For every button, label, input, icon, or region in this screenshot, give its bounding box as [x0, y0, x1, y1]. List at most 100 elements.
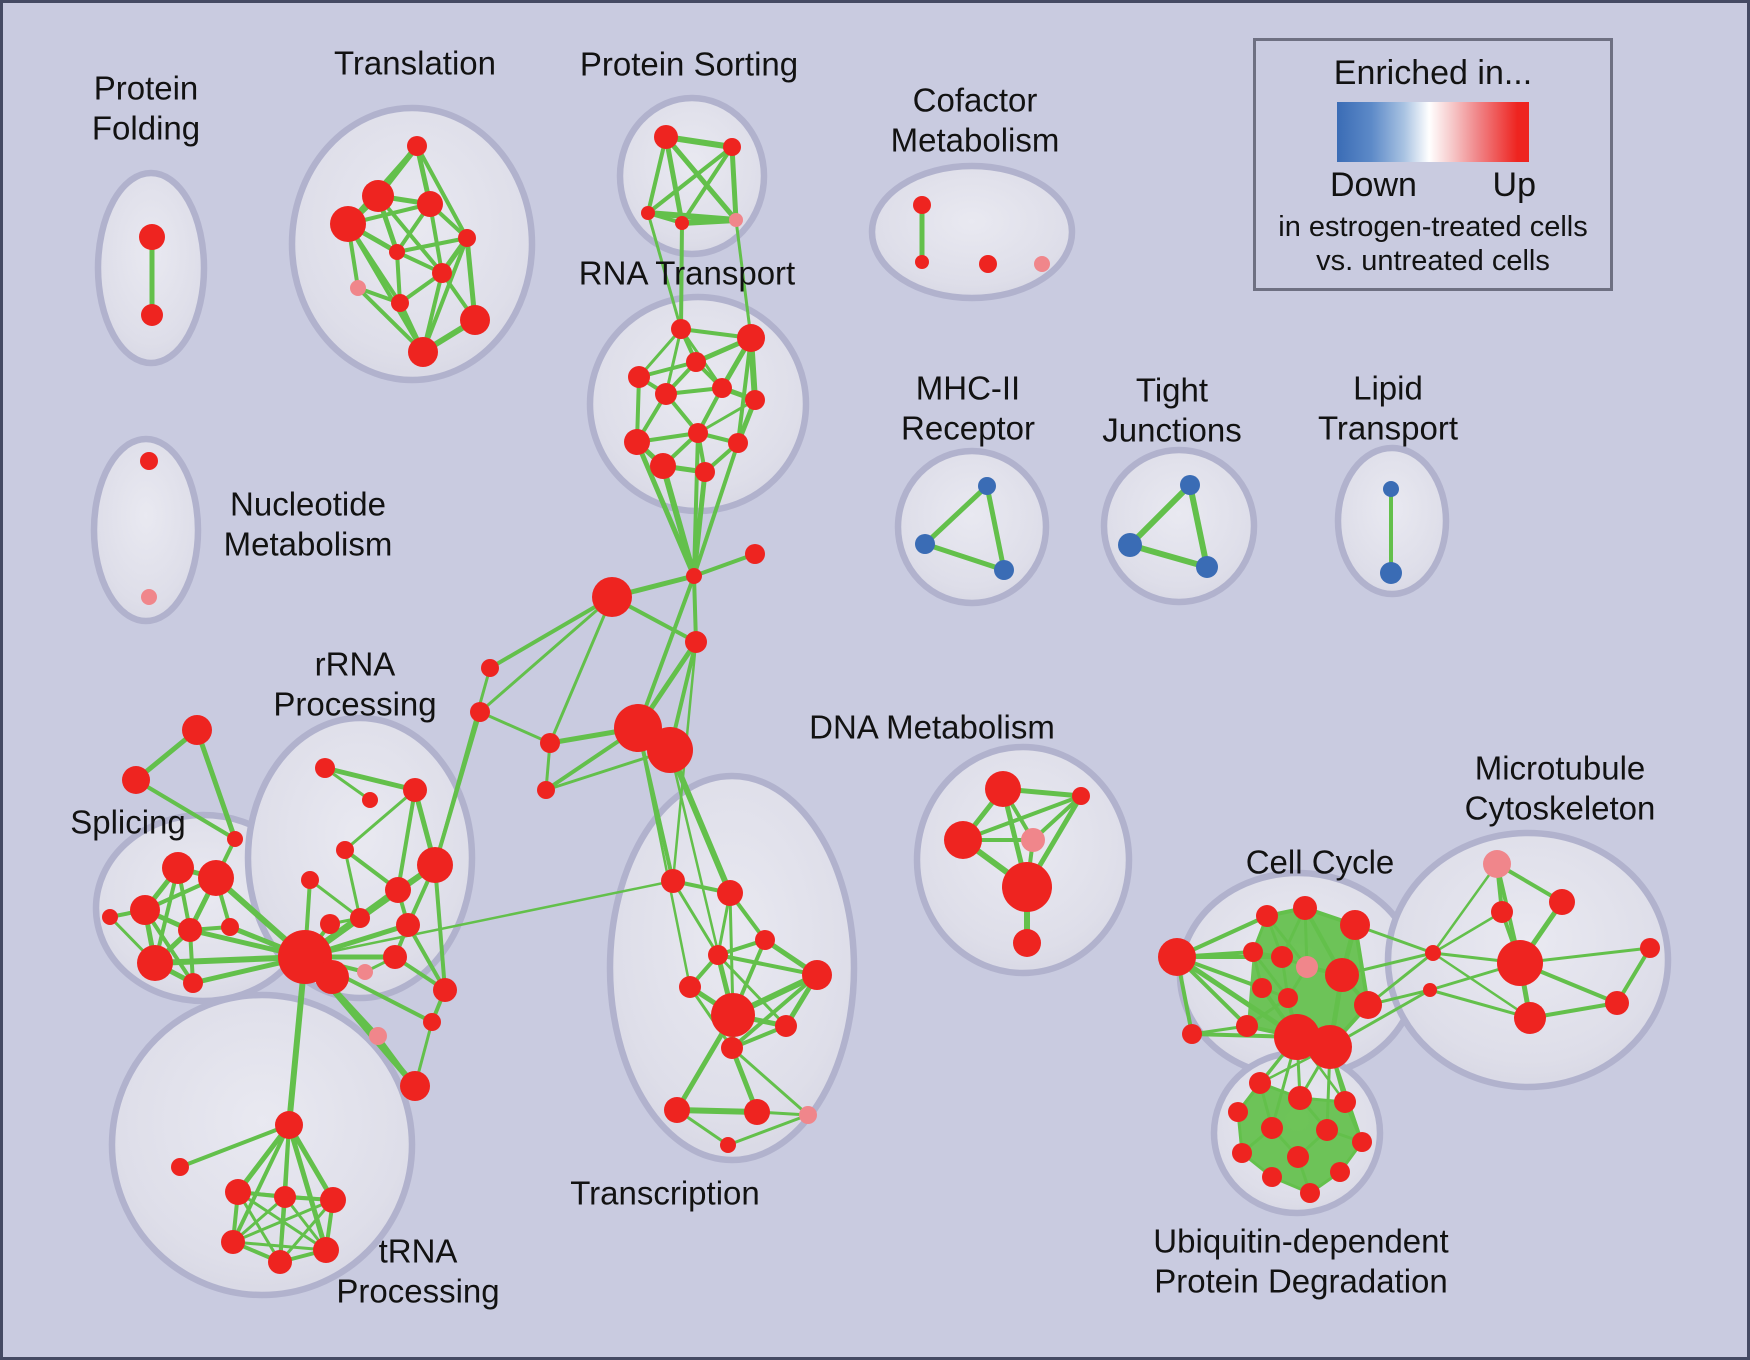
legend-up-label: Up [1492, 166, 1536, 204]
node-mh3 [994, 560, 1014, 580]
node-spG [137, 945, 173, 981]
node-spD [102, 909, 118, 925]
node-tri3 [227, 831, 243, 847]
edge-r18-big1 [488, 595, 614, 670]
edge-r17-big1 [478, 595, 614, 714]
edge-th3-th4 [231, 1198, 335, 1244]
node-spH [183, 973, 203, 993]
node-cc15 [1354, 991, 1382, 1019]
node-m4 [1497, 940, 1543, 986]
edge-t1-t6 [415, 144, 469, 240]
node-lp1 [1383, 481, 1399, 497]
cluster-label-tight-junctions-line1: Tight [1136, 372, 1208, 409]
node-ub11 [1262, 1167, 1282, 1187]
node-rt2 [737, 324, 765, 352]
edge-rt9-jn1 [634, 439, 697, 579]
cluster-label-cell-cycle-line1: Cell Cycle [1246, 844, 1395, 881]
legend-scale-labels: Down Up [1330, 166, 1536, 205]
cluster-label-protein-folding-line1: Protein [94, 70, 199, 107]
edge-ps1-ps4 [663, 134, 685, 226]
node-ub8 [1232, 1143, 1252, 1163]
cluster-ellipse-nucleotide-metabolism [90, 435, 202, 625]
edge-hub-tr1 [303, 879, 675, 959]
node-th2 [274, 1186, 296, 1208]
edge-ps3-rt1 [646, 211, 683, 331]
cluster-label-microtubule-cytoskeleton-line2: Cytoskeleton [1465, 790, 1656, 827]
edge-br2-m5 [1428, 988, 1532, 1020]
node-pf1 [139, 224, 165, 250]
cluster-label-mhc-ii-receptor-line1: MHC-II [916, 370, 1020, 407]
ubiquitin-density-blob [1238, 1083, 1362, 1193]
node-th6 [313, 1237, 339, 1263]
node-t9 [391, 294, 409, 312]
node-pf2 [141, 304, 163, 326]
cluster-label-protein-sorting-line1: Protein Sorting [580, 46, 798, 83]
node-m2 [1549, 889, 1575, 915]
node-t7 [432, 263, 452, 283]
edge-tr6-tr9 [688, 985, 734, 1050]
node-th0 [275, 1111, 303, 1139]
node-r14 [423, 1013, 441, 1031]
edge-rt1-rt5 [664, 327, 683, 396]
node-cc9 [1325, 958, 1359, 992]
edge-tj1-tj2 [1127, 482, 1193, 548]
edge-t5-t6 [395, 236, 469, 254]
node-r17 [470, 702, 490, 722]
node-spE [178, 918, 202, 942]
cluster-label-mhc-ii-receptor-line2: Receptor [901, 410, 1035, 447]
node-t3 [417, 191, 443, 217]
node-spC [130, 895, 160, 925]
node-tr4 [708, 945, 728, 965]
node-m7 [1640, 938, 1660, 958]
node-cc4 [1293, 896, 1317, 920]
node-tw2 [647, 727, 693, 773]
node-tr5 [802, 960, 832, 990]
cluster-label-dna-metabolism-line1: DNA Metabolism [809, 709, 1055, 746]
node-r11 [383, 945, 407, 969]
node-t11 [408, 337, 438, 367]
edge-hub-th0 [286, 954, 308, 1128]
node-r3 [362, 792, 378, 808]
node-r18 [481, 659, 499, 677]
edge-ps1-ps3 [646, 135, 668, 215]
cluster-label-lipid-transport-line1: Lipid [1353, 370, 1423, 407]
edge-rt7-rt8 [696, 398, 757, 435]
node-ub5 [1261, 1117, 1283, 1139]
edge-br1-m5 [1431, 951, 1532, 1020]
node-ub6 [1316, 1119, 1338, 1141]
node-cf4 [1034, 256, 1050, 272]
edge-r7-r8 [308, 878, 362, 920]
edge-r18-r5 [433, 666, 492, 867]
node-d6 [1013, 929, 1041, 957]
node-cc1 [1158, 938, 1196, 976]
node-tj2 [1118, 533, 1142, 557]
node-cc2 [1182, 1024, 1202, 1044]
edge-r2-r6 [396, 788, 417, 892]
node-tr13 [720, 1137, 736, 1153]
edge-tri2-tri3 [134, 778, 237, 841]
node-lc2 [537, 781, 555, 799]
node-d2 [1072, 787, 1090, 805]
node-d4 [1021, 828, 1045, 852]
node-r4 [336, 841, 354, 859]
cluster-label-splicing-line1: Splicing [70, 804, 186, 841]
edge-th4-th6 [231, 1240, 328, 1252]
cluster-label-cofactor-metabolism-line2: Metabolism [891, 122, 1060, 159]
cluster-label-rna-transport-line1: RNA Transport [579, 255, 795, 292]
cluster-label-protein-folding-line2: Folding [92, 110, 200, 147]
node-lc1 [540, 733, 560, 753]
node-jn3 [685, 631, 707, 653]
cluster-ellipse-mhc-ii-receptor [894, 447, 1050, 607]
edge-tw2-tr2 [667, 747, 733, 896]
edge-r2-r4 [343, 788, 417, 852]
node-m6 [1605, 991, 1629, 1015]
node-ub2 [1288, 1086, 1312, 1110]
edge-jn1-jn3 [692, 574, 698, 644]
legend-caption: in estrogen-treated cells vs. untreated … [1256, 210, 1610, 278]
node-r2 [403, 778, 427, 802]
edge-ps5-rt2 [734, 218, 753, 340]
node-r5 [417, 847, 453, 883]
cluster-label-trna-processing-line1: tRNA [379, 1233, 458, 1270]
node-spB [198, 860, 234, 896]
